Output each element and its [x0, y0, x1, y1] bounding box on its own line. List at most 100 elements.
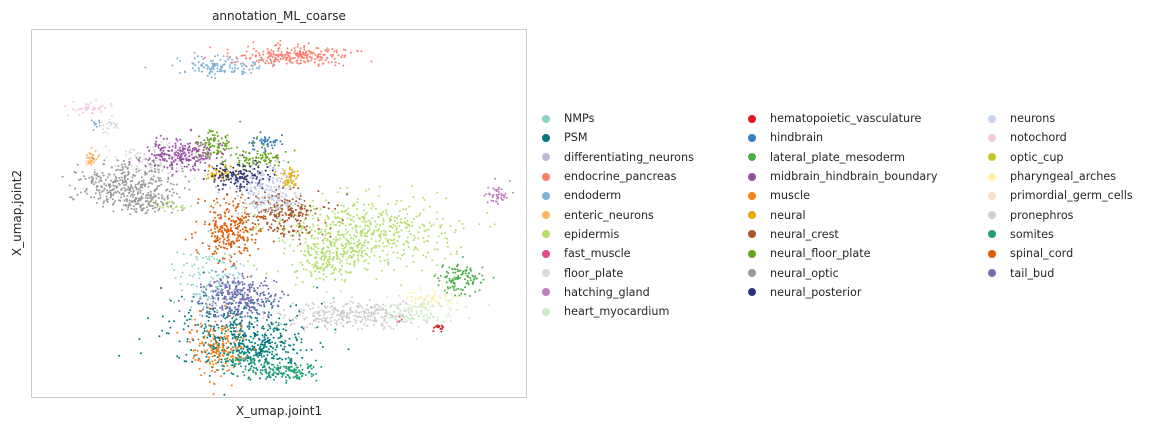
data-point [357, 328, 359, 331]
data-point [257, 156, 260, 159]
data-point [259, 177, 262, 180]
data-point [248, 182, 251, 185]
data-point [204, 200, 207, 202]
data-point [248, 339, 251, 342]
data-point [385, 309, 388, 312]
data-point [335, 236, 337, 239]
data-point [221, 229, 224, 232]
data-point [237, 235, 240, 238]
data-point [238, 159, 241, 162]
data-point [237, 353, 240, 356]
data-point [222, 147, 225, 150]
data-point [219, 213, 222, 216]
data-point [184, 71, 186, 74]
data-point [247, 197, 250, 199]
data-point [279, 191, 282, 194]
data-point [231, 67, 234, 70]
data-point [265, 377, 268, 380]
data-point [220, 332, 223, 335]
data-point [423, 199, 426, 201]
data-point [250, 349, 253, 352]
data-point [242, 353, 245, 356]
data-point [245, 226, 248, 229]
data-point [368, 298, 371, 301]
data-point [186, 319, 189, 322]
data-point [309, 55, 312, 58]
data-point [263, 159, 266, 162]
data-point [144, 183, 147, 186]
data-point [222, 328, 225, 331]
data-point [213, 257, 216, 260]
data-point [267, 193, 269, 196]
data-point [242, 307, 245, 310]
data-point [153, 149, 156, 152]
data-point [131, 196, 134, 199]
data-point [89, 101, 92, 104]
data-point [253, 347, 256, 350]
data-point [336, 323, 338, 326]
data-point [237, 333, 240, 336]
data-point [307, 304, 310, 307]
data-point [255, 182, 258, 185]
data-point [130, 151, 132, 154]
data-point [259, 131, 262, 134]
data-point [154, 195, 157, 198]
data-point [265, 346, 268, 349]
data-point [317, 320, 320, 323]
data-point [181, 170, 184, 173]
data-point [280, 219, 283, 222]
data-point [360, 247, 363, 250]
data-point [121, 166, 124, 169]
data-point [233, 319, 236, 322]
data-point [272, 240, 275, 243]
data-point [448, 315, 451, 318]
data-point [373, 230, 376, 233]
data-point [294, 49, 297, 52]
data-point [113, 126, 116, 129]
data-point [182, 264, 185, 267]
data-point [323, 320, 326, 323]
data-point [251, 274, 254, 277]
data-point [215, 274, 218, 277]
data-point [184, 153, 187, 156]
data-point [214, 231, 217, 233]
data-point [287, 230, 290, 233]
data-point [147, 159, 150, 161]
data-point [241, 339, 244, 342]
data-point [161, 315, 164, 318]
data-point [236, 163, 239, 166]
data-point [166, 137, 169, 140]
data-point [169, 326, 172, 329]
data-point [423, 224, 426, 227]
data-point [219, 58, 222, 61]
data-point [270, 144, 273, 147]
data-point [380, 214, 383, 217]
data-point [304, 61, 307, 64]
data-point [245, 169, 247, 172]
data-point [216, 347, 219, 350]
data-point [245, 50, 248, 53]
data-point [228, 233, 231, 236]
data-point [229, 254, 232, 257]
data-point [299, 364, 302, 367]
data-point [266, 140, 269, 143]
data-point [258, 337, 260, 340]
data-point [456, 263, 459, 266]
data-point [185, 146, 188, 149]
data-point [413, 217, 416, 220]
data-point [266, 156, 269, 158]
data-point [437, 235, 440, 238]
data-point [207, 230, 210, 233]
data-point [240, 186, 243, 188]
data-point [346, 311, 349, 314]
data-point [363, 244, 366, 247]
data-point [192, 349, 195, 352]
data-point [336, 216, 339, 219]
data-point [334, 328, 337, 331]
data-point [270, 52, 273, 55]
data-point [226, 337, 229, 340]
data-point [219, 167, 222, 170]
data-point [118, 176, 121, 179]
data-point [152, 161, 155, 164]
data-point [363, 310, 366, 313]
